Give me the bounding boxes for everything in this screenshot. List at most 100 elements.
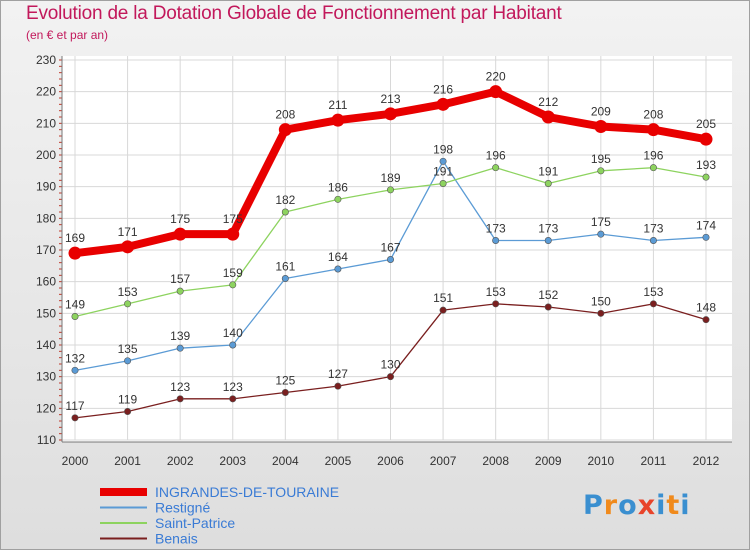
- y-tick-label: 210: [36, 116, 56, 130]
- data-label: 125: [275, 374, 295, 388]
- data-point: [334, 195, 342, 203]
- data-point: [702, 233, 710, 241]
- data-point: [121, 240, 135, 254]
- data-point: [544, 180, 552, 188]
- x-tick-label: 2001: [114, 454, 141, 468]
- x-tick-label: 2006: [377, 454, 404, 468]
- data-point: [541, 110, 555, 124]
- data-label: 161: [275, 260, 295, 274]
- data-point: [281, 274, 289, 282]
- data-point: [176, 287, 184, 295]
- data-point: [124, 357, 132, 365]
- data-point: [649, 164, 657, 172]
- data-point: [229, 341, 237, 349]
- data-point: [71, 366, 79, 374]
- data-point: [386, 255, 394, 263]
- data-label: 220: [486, 70, 506, 84]
- x-tick-label: 2002: [167, 454, 194, 468]
- data-point: [334, 382, 342, 390]
- y-tick-label: 140: [36, 338, 56, 352]
- data-label: 123: [170, 380, 190, 394]
- data-point: [68, 246, 82, 260]
- y-tick-label: 120: [36, 401, 56, 415]
- data-point: [176, 344, 184, 352]
- data-label: 209: [591, 105, 611, 119]
- legend-label: Restigné: [155, 500, 210, 516]
- data-point: [489, 85, 503, 99]
- data-label: 130: [380, 358, 400, 372]
- data-label: 157: [170, 272, 190, 286]
- data-point: [278, 123, 292, 137]
- data-point: [492, 164, 500, 172]
- data-label: 169: [65, 231, 85, 245]
- data-label: 152: [538, 288, 558, 302]
- data-label: 153: [486, 285, 506, 299]
- proxiti-logo: Proxiti: [583, 490, 691, 521]
- y-tick-label: 110: [37, 433, 56, 447]
- y-tick-label: 220: [36, 85, 56, 99]
- data-label: 173: [643, 222, 663, 236]
- data-label: 148: [696, 301, 716, 315]
- data-point: [492, 300, 500, 308]
- data-point: [597, 309, 605, 317]
- data-label: 173: [486, 222, 506, 236]
- data-point: [649, 300, 657, 308]
- data-label: 186: [328, 180, 348, 194]
- data-point: [124, 300, 132, 308]
- data-label: 208: [275, 108, 295, 122]
- data-label: 164: [328, 250, 348, 264]
- data-label: 139: [170, 329, 190, 343]
- data-label: 150: [591, 294, 611, 308]
- data-label: 135: [118, 342, 138, 356]
- data-label: 196: [486, 149, 506, 163]
- data-point: [173, 227, 187, 241]
- y-tick-label: 170: [36, 243, 56, 257]
- x-tick-label: 2005: [325, 454, 352, 468]
- plot-area: [62, 56, 732, 442]
- data-label: 195: [591, 152, 611, 166]
- data-label: 153: [643, 285, 663, 299]
- x-tick-label: 2003: [219, 454, 246, 468]
- data-label: 175: [170, 212, 190, 226]
- data-label: 127: [328, 367, 348, 381]
- data-point: [544, 303, 552, 311]
- x-tick-label: 2012: [693, 454, 720, 468]
- data-point: [702, 316, 710, 324]
- legend-label: Benais: [155, 531, 198, 547]
- data-point: [492, 237, 500, 245]
- data-label: 175: [591, 215, 611, 229]
- data-point: [71, 414, 79, 422]
- data-point: [281, 208, 289, 216]
- x-tick-label: 2004: [272, 454, 299, 468]
- data-point: [229, 281, 237, 289]
- x-tick-label: 2009: [535, 454, 562, 468]
- data-label: 119: [118, 393, 137, 407]
- data-point: [649, 237, 657, 245]
- data-point: [226, 227, 240, 241]
- data-label: 189: [380, 171, 400, 185]
- data-label: 196: [643, 149, 663, 163]
- data-point: [702, 173, 710, 181]
- data-point: [439, 180, 447, 188]
- y-tick-label: 160: [36, 275, 56, 289]
- x-tick-label: 2000: [62, 454, 89, 468]
- data-point: [229, 395, 237, 403]
- data-point: [439, 306, 447, 314]
- data-label: 191: [538, 165, 558, 179]
- data-label: 175: [223, 212, 243, 226]
- x-tick-label: 2008: [482, 454, 509, 468]
- data-point: [384, 107, 397, 121]
- data-label: 149: [65, 298, 85, 312]
- y-tick-label: 130: [36, 370, 56, 384]
- data-label: 151: [433, 291, 453, 305]
- data-label: 198: [433, 142, 453, 156]
- data-label: 205: [696, 117, 716, 131]
- data-point: [544, 237, 552, 245]
- data-point: [124, 407, 132, 415]
- data-point: [646, 123, 660, 137]
- data-point: [334, 265, 342, 273]
- y-tick-label: 230: [36, 53, 56, 67]
- data-label: 117: [65, 399, 84, 413]
- y-tick-label: 200: [36, 148, 56, 162]
